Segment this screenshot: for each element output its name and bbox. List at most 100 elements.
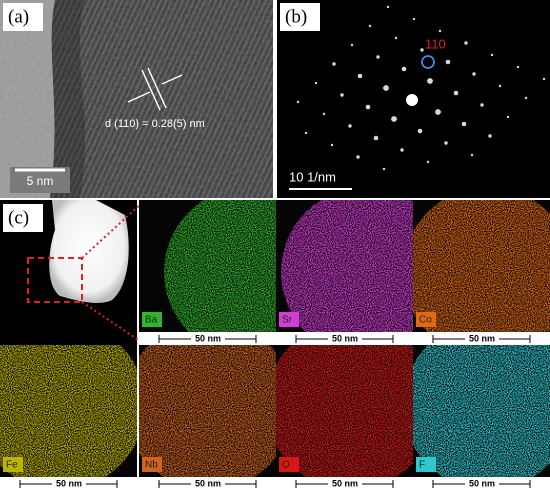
particle-signal	[281, 200, 413, 332]
highlight-ring	[421, 55, 435, 69]
scale-bar-label: 50 nm	[195, 478, 221, 488]
spot	[373, 135, 379, 141]
particle-signal	[0, 345, 137, 477]
element-map: Nb 50 nm	[139, 345, 276, 491]
spot	[383, 85, 389, 91]
spot	[304, 131, 308, 135]
scale-bar-label: 50 nm	[469, 478, 495, 488]
particle-signal	[139, 345, 276, 477]
element-box	[416, 312, 436, 327]
spot	[382, 167, 386, 171]
element-box	[142, 312, 162, 327]
element-label: Fe	[6, 460, 18, 471]
panel-label: (c)	[8, 207, 29, 228]
element-map: F 50 nm	[413, 345, 550, 491]
scale-label-bg	[465, 333, 499, 345]
label-box	[3, 204, 43, 232]
label-box	[3, 3, 43, 31]
spot	[506, 115, 510, 119]
spot	[435, 109, 441, 115]
map-signal	[281, 200, 413, 332]
spot	[470, 153, 474, 157]
spot	[480, 103, 484, 107]
spot	[332, 62, 336, 66]
spot	[498, 84, 502, 88]
scale-bar-label: 50 nm	[332, 478, 358, 488]
spot	[322, 112, 326, 116]
particle-signal	[413, 200, 550, 332]
spot	[350, 43, 354, 47]
spot	[330, 143, 334, 147]
element-box	[416, 457, 436, 472]
scale-label-bg	[328, 478, 362, 490]
spot	[488, 134, 492, 138]
element-box	[279, 312, 299, 327]
spot	[444, 141, 448, 145]
element-label: Sr	[282, 315, 293, 326]
particle-signal	[276, 345, 413, 477]
map-signal	[139, 345, 276, 477]
spot	[357, 73, 363, 79]
spot	[464, 41, 468, 45]
map-signal	[0, 345, 137, 477]
spot	[365, 104, 371, 110]
spot	[420, 48, 424, 52]
spot	[412, 17, 416, 21]
spot	[445, 59, 451, 65]
spot	[386, 5, 390, 9]
element-label: Ba	[145, 315, 158, 326]
spot	[427, 78, 433, 84]
element-box	[142, 457, 162, 472]
lattice-marker	[127, 67, 183, 111]
scale-label-bg	[465, 478, 499, 490]
spot	[524, 96, 528, 100]
map-signal	[164, 200, 276, 332]
diffraction-spots	[296, 5, 546, 171]
element-label: Nb	[145, 460, 158, 471]
scale-bar-label: 10 1/nm	[289, 169, 336, 184]
zoom-line	[81, 301, 144, 344]
element-map: Ba 50 nm	[139, 200, 276, 346]
scale-label-bg	[191, 333, 225, 345]
scale-label-bg	[191, 478, 225, 490]
element-map: Sr 50 nm	[276, 200, 413, 346]
element-label: F	[419, 460, 425, 471]
spot	[406, 94, 418, 106]
scale-bar-label: 50 nm	[469, 333, 495, 343]
map-signal	[413, 345, 550, 477]
panel-label: (a)	[8, 6, 29, 27]
element-map: O 50 nm	[276, 345, 413, 491]
scale-label-bg	[328, 333, 362, 345]
spot	[296, 100, 300, 104]
spot	[376, 55, 380, 59]
element-map: Co 50 nm	[413, 200, 550, 346]
spot	[472, 72, 476, 76]
selection-box	[27, 257, 83, 303]
spot	[426, 160, 430, 164]
spot	[417, 128, 423, 134]
spot	[368, 24, 372, 28]
label-box	[280, 3, 320, 31]
spot	[542, 77, 546, 81]
spot	[438, 29, 442, 33]
spot	[400, 148, 404, 152]
spot	[453, 90, 459, 96]
hrtem-image	[0, 0, 273, 198]
map-signal	[413, 200, 550, 332]
particle-signal	[164, 200, 276, 332]
zoom-line	[81, 201, 144, 259]
spot	[401, 66, 407, 72]
spot	[394, 36, 398, 40]
spot	[461, 121, 467, 127]
element-box	[279, 457, 299, 472]
scale-label-bg	[52, 478, 86, 490]
spot	[356, 155, 360, 159]
particle	[49, 200, 129, 303]
spot-index: 110	[425, 36, 446, 51]
scale-bar-label: 50 nm	[195, 333, 221, 343]
lattice-spacing: d (110) = 0.28(5) nm	[105, 118, 205, 130]
panel-label: (b)	[285, 6, 307, 27]
spot	[490, 53, 494, 57]
particle-signal	[413, 345, 550, 477]
